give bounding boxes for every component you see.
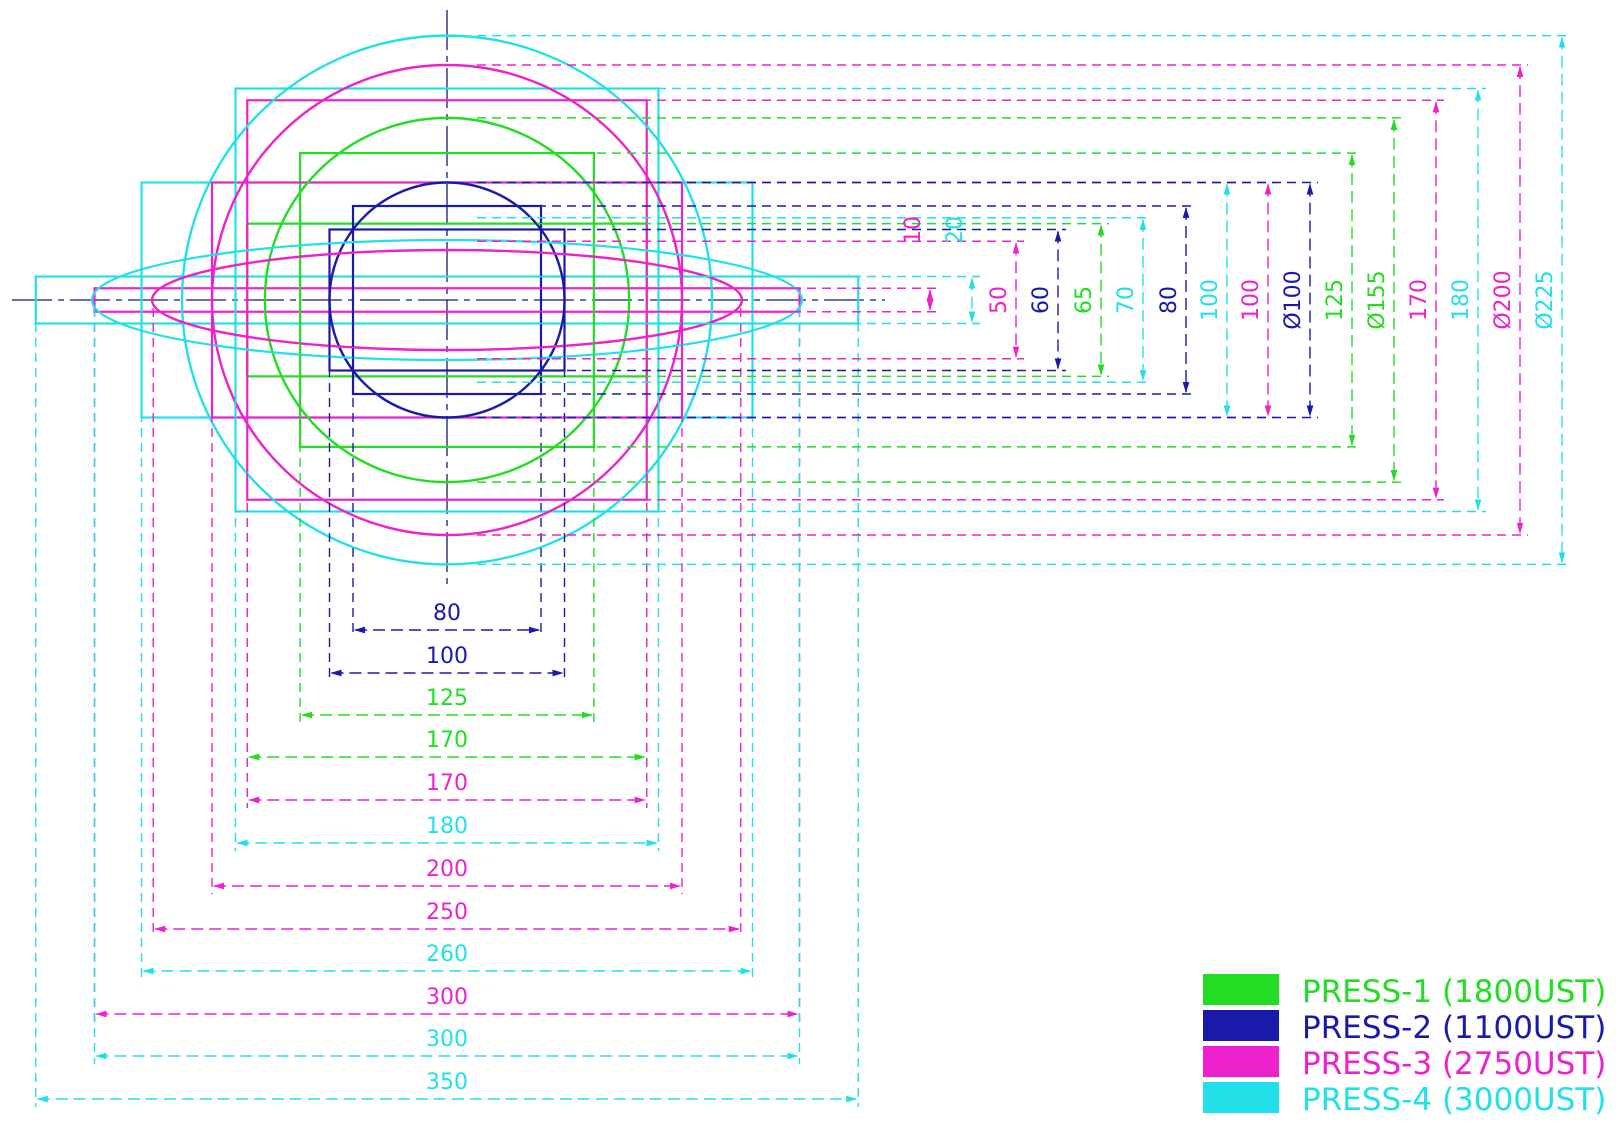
vdim-label: Ø225 (1533, 270, 1558, 329)
vertical-dimension-labels: 10 20 50 60 65 70 80 100 100 Ø100 125 Ø1… (901, 216, 1558, 330)
vdim-label: 50 (987, 286, 1012, 314)
press4-rectangle (234, 87, 660, 513)
press4-ellipse (90, 238, 804, 362)
press4-rectangle (34, 275, 860, 325)
press3-ellipse (150, 248, 744, 352)
vdim-label: 10 (901, 216, 926, 244)
press3-rectangle (93, 287, 801, 313)
die-outlines (34, 34, 860, 566)
legend-label-press-3: PRESS-3 (2750UST) (1302, 1046, 1606, 1082)
press2-rectangle (351, 204, 543, 396)
vdim-label: 60 (1029, 286, 1054, 314)
horizontal-dimension-labels: 80 100 125 170 170 180 200 250 260 300 3… (426, 601, 468, 1095)
legend-swatch-press-4 (1203, 1082, 1279, 1113)
hdim-label: 300 (426, 985, 468, 1010)
vdim-label: 70 (1114, 286, 1139, 314)
hdim-label: 300 (426, 1027, 468, 1052)
legend-label-press-1: PRESS-1 (1800UST) (1302, 974, 1606, 1010)
legend-swatch-press-3 (1203, 1046, 1279, 1077)
hdim-label: 250 (426, 900, 468, 925)
hdim-label: 170 (426, 771, 468, 796)
hdim-label: 80 (433, 601, 461, 626)
hdim-label: 200 (426, 857, 468, 882)
vdim-label: 180 (1449, 279, 1474, 321)
press2-circle (328, 181, 566, 419)
vdim-label: 170 (1407, 279, 1432, 321)
dimension-lines (35, 34, 1570, 1107)
vdim-label: 125 (1323, 279, 1348, 321)
hdim-label: 100 (426, 644, 468, 669)
hdim-label: 180 (426, 814, 468, 839)
vdim-label: 65 (1072, 286, 1097, 314)
hdim-label: 125 (426, 686, 468, 711)
vdim-label: Ø100 (1281, 270, 1306, 329)
vdim-label: 100 (1239, 279, 1264, 321)
vdim-label: Ø200 (1491, 270, 1516, 329)
press1-rectangle (299, 152, 595, 448)
center-lines (12, 10, 885, 585)
vdim-label: 20 (943, 216, 968, 244)
vdim-label: Ø155 (1365, 270, 1390, 329)
legend-swatch-press-1 (1203, 974, 1279, 1005)
press3-circle (210, 63, 684, 537)
legend: PRESS-1 (1800UST) PRESS-2 (1100UST) PRES… (1203, 974, 1606, 1118)
hdim-label: 170 (426, 728, 468, 753)
press1-circle (263, 116, 631, 484)
press3-rectangle (246, 99, 648, 501)
hdim-label: 350 (426, 1070, 468, 1095)
hdim-label: 260 (426, 942, 468, 967)
legend-swatch-press-2 (1203, 1010, 1279, 1041)
press4-circle (180, 34, 714, 566)
legend-label-press-4: PRESS-4 (3000UST) (1302, 1082, 1606, 1118)
vdim-label: 100 (1198, 279, 1223, 321)
legend-label-press-2: PRESS-2 (1100UST) (1302, 1010, 1606, 1046)
vdim-label: 80 (1157, 286, 1182, 314)
